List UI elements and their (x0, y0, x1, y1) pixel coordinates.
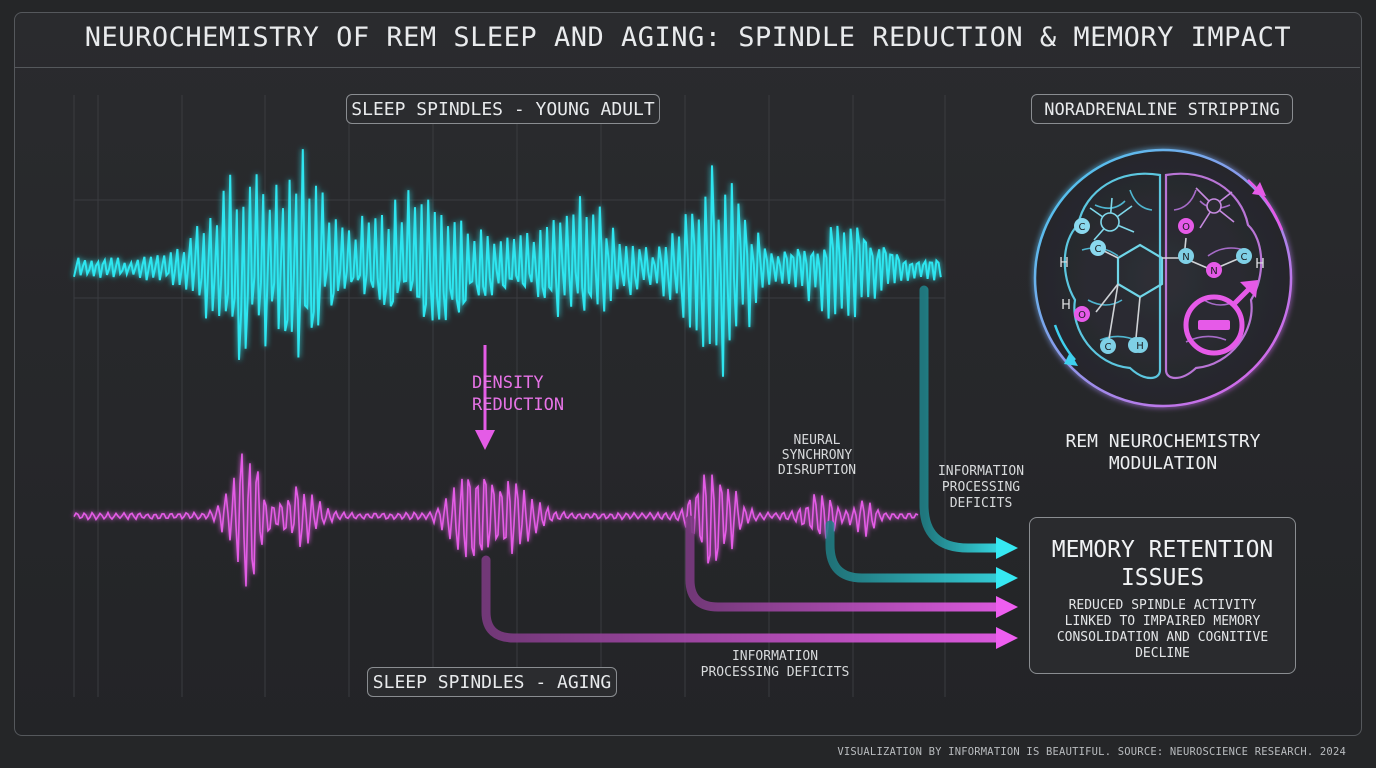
rem-modulation-label: REM NEUROCHEMISTRY MODULATION (1065, 431, 1261, 474)
inhibition-icon (1183, 280, 1258, 356)
arrow-synchrony-to-memory (825, 520, 1003, 583)
atom-label: N (1210, 266, 1217, 277)
flow-arrows (481, 285, 1018, 649)
atom-node (1074, 306, 1090, 322)
young-spindle-waveform (73, 149, 942, 377)
atom-label: O (1078, 310, 1086, 321)
arrow-young-to-memory (919, 285, 1003, 553)
aging-spindle-waveform (73, 453, 919, 587)
page-title: NEUROCHEMISTRY OF REM SLEEP AND AGING: S… (84, 22, 1292, 53)
atom-node (1206, 262, 1222, 278)
background-grid (73, 95, 946, 697)
atom-label: O (1182, 222, 1190, 233)
atom-node (1236, 248, 1252, 264)
memory-retention-box: MEMORY RETENTION ISSUES REDUCED SPINDLE … (1029, 517, 1296, 674)
atom-label: N (1182, 252, 1189, 263)
atom-node (1100, 338, 1116, 354)
atom-node (1090, 240, 1106, 256)
atom-label: H (1255, 257, 1265, 272)
density-arrow (475, 345, 495, 450)
density-reduction-label: DENSITY REDUCTION (472, 373, 565, 415)
neural-synchrony-label: NEURAL SYNCHRONY DISRUPTION (777, 433, 857, 478)
label-aging: SLEEP SPINDLES - AGING (367, 667, 617, 697)
atom-label: C (1079, 222, 1086, 233)
label-young-adult: SLEEP SPINDLES - YOUNG ADULT (346, 94, 660, 124)
atom-label: H (1061, 298, 1071, 313)
footer-credit: VISUALIZATION BY INFORMATION IS BEAUTIFU… (837, 746, 1346, 758)
atom-label: C (1095, 244, 1102, 255)
noradrenaline-brain-illustration: CCCNNOOHHHHCH (1033, 148, 1293, 408)
title-bar (14, 12, 1360, 68)
arrow-aging-left-to-memory (481, 555, 1003, 643)
atom-node (1178, 218, 1194, 234)
atom-node (1132, 337, 1148, 353)
atom-label: H (1136, 341, 1144, 352)
atom-label: H (1059, 256, 1069, 271)
atom-node (1074, 218, 1090, 234)
info-deficits-right-label: INFORMATION PROCESSING DEFICITS (937, 464, 1025, 511)
atom-node (1178, 248, 1194, 264)
atom-label: C (1105, 342, 1112, 353)
info-deficits-bottom-label: INFORMATION PROCESSING DEFICITS (700, 649, 850, 680)
memory-box-title: MEMORY RETENTION ISSUES (1051, 537, 1274, 591)
memory-box-description: REDUCED SPINDLE ACTIVITY LINKED TO IMPAI… (1056, 598, 1269, 661)
arrow-aging-mid-to-memory (685, 515, 1003, 612)
label-noradrenaline-stripping: NORADRENALINE STRIPPING (1031, 94, 1293, 124)
atom-label: C (1241, 252, 1248, 263)
